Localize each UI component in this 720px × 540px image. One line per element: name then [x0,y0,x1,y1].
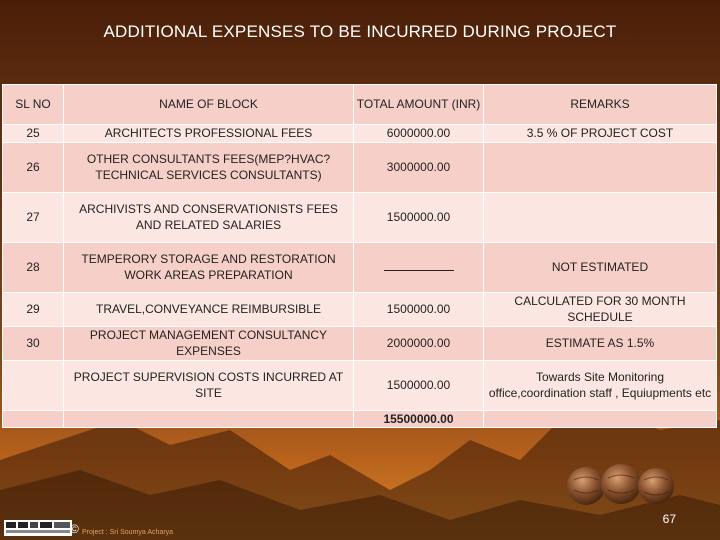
slide-title: ADDITIONAL EXPENSES TO BE INCURRED DURIN… [103,22,617,41]
header-amount: TOTAL AMOUNT (INR) [353,84,484,125]
sl-cell: 26 [2,141,64,193]
block-cell: ARCHIVISTS AND CONSERVATIONISTS FEES AND… [63,191,354,243]
amount-blank-line [383,258,454,272]
block-cell [63,409,354,428]
sl-cell: 30 [2,325,64,361]
remarks-cell: ESTIMATE AS 1.5% [483,325,717,361]
remarks-cell [483,141,717,193]
remarks-cell: 3.5 % OF PROJECT COST [483,124,717,143]
sl-cell: 27 [2,191,64,243]
footer-credit: Project : Sri Soumya Acharya [82,529,174,536]
sl-cell: 28 [2,241,64,293]
remarks-cell: NOT ESTIMATED [483,241,717,293]
amount-cell: 1500000.00 [353,191,484,243]
amount-cell: 3000000.00 [353,141,484,193]
block-cell: OTHER CONSULTANTS FEES(MEP?HVAC?TECHNICA… [63,141,354,193]
remarks-cell: Towards Site Monitoring office,coordinat… [483,359,717,411]
table-row: 29 TRAVEL,CONVEYANCE REIMBURSIBLE 150000… [2,291,717,327]
header-remarks: REMARKS [483,84,717,125]
block-cell: TEMPERORY STORAGE AND RESTORATION WORK A… [63,241,354,293]
amount-cell [353,241,484,293]
table-row: 25 ARCHITECTS PROFESSIONAL FEES 6000000.… [2,124,717,143]
total-row: 15500000.00 [2,409,717,428]
header-block: NAME OF BLOCK [63,84,354,125]
table-row: 30 PROJECT MANAGEMENT CONSULTANCY EXPENS… [2,325,717,361]
rudraksha-beads-image [567,464,674,505]
total-amount: 15500000.00 [353,409,484,428]
table-row: 28 TEMPERORY STORAGE AND RESTORATION WOR… [2,241,717,293]
sl-cell [2,359,64,411]
block-cell: PROJECT SUPERVISION COSTS INCURRED AT SI… [63,359,354,411]
expenses-table: SL NO NAME OF BLOCK TOTAL AMOUNT (INR) R… [2,84,717,428]
amount-cell: 1500000.00 [353,291,484,327]
table-header-row: SL NO NAME OF BLOCK TOTAL AMOUNT (INR) R… [2,84,717,125]
remarks-cell: CALCULATED FOR 30 MONTH SCHEDULE [483,291,717,327]
remarks-cell [483,409,717,428]
table-row: PROJECT SUPERVISION COSTS INCURRED AT SI… [2,359,717,411]
remarks-cell [483,191,717,243]
company-logo [4,520,72,536]
table-row: 26 OTHER CONSULTANTS FEES(MEP?HVAC?TECHN… [2,141,717,193]
sl-cell: 25 [2,124,64,143]
sl-cell [2,409,64,428]
amount-cell: 6000000.00 [353,124,484,143]
block-cell: PROJECT MANAGEMENT CONSULTANCY EXPENSES [63,325,354,361]
header-sl: SL NO [2,84,64,125]
copyright-symbol: © [70,522,79,536]
amount-cell: 2000000.00 [353,325,484,361]
block-cell: ARCHITECTS PROFESSIONAL FEES [63,124,354,143]
sl-cell: 29 [2,291,64,327]
page-number: 67 [662,512,676,526]
table-row: 27 ARCHIVISTS AND CONSERVATIONISTS FEES … [2,191,717,243]
block-cell: TRAVEL,CONVEYANCE REIMBURSIBLE [63,291,354,327]
mountain-silhouette [0,410,720,540]
amount-cell: 1500000.00 [353,359,484,411]
